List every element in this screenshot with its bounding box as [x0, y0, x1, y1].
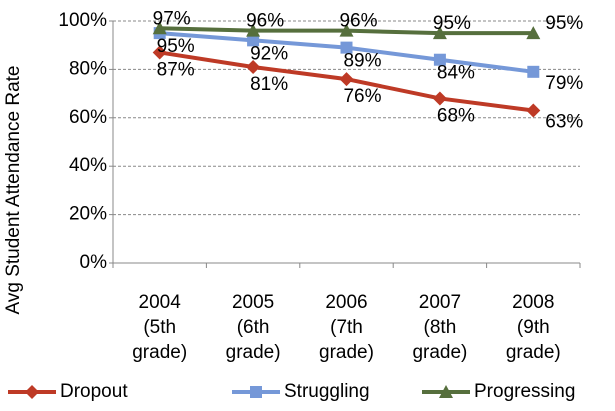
marker: [433, 53, 446, 66]
marker: [527, 65, 540, 78]
x-tick-label-line: grade): [412, 342, 467, 363]
y-tick-label: 80%: [69, 58, 107, 79]
x-tick-label: 2008 (9th grade): [506, 292, 561, 363]
marker: [339, 23, 354, 37]
marker: [246, 59, 261, 74]
data-label: 95%: [157, 36, 195, 57]
x-tick-label: 2004 (5th grade): [132, 292, 187, 363]
x-tick-label: 2007 (8th grade): [412, 292, 467, 363]
y-tick-label: 40%: [69, 155, 107, 176]
x-tick-label-line: 2008: [512, 292, 554, 313]
x-tick-label-line: (8th: [424, 317, 457, 338]
x-tick-label-line: 2005: [232, 292, 274, 313]
marker: [246, 23, 261, 37]
x-tick-label-line: (7th: [330, 317, 363, 338]
marker: [432, 26, 447, 40]
data-label: 96%: [246, 11, 284, 32]
marker: [250, 386, 262, 398]
x-tick-label-line: 2006: [325, 292, 367, 313]
y-tick-label: 60%: [69, 107, 107, 128]
x-tick-label-line: grade): [226, 342, 281, 363]
y-axis-label: Avg Student Attendance Rate: [3, 66, 24, 315]
marker: [25, 385, 39, 399]
data-label: 87%: [157, 59, 195, 80]
marker: [152, 45, 167, 60]
y-tick-label: 0%: [80, 252, 108, 273]
data-label: 92%: [250, 43, 288, 64]
marker: [526, 103, 541, 118]
data-label: 63%: [545, 112, 583, 133]
data-label: 96%: [339, 11, 377, 32]
x-tick-label-line: (6th: [237, 317, 270, 338]
legend-label: Progressing: [474, 381, 575, 402]
data-label: 95%: [433, 13, 471, 34]
x-tick-label-line: (5th: [143, 317, 176, 338]
x-tick-label: 2005 (6th grade): [226, 292, 281, 363]
data-label: 84%: [437, 63, 475, 84]
x-tick-label-line: 2004: [139, 292, 182, 313]
y-tick-label: 20%: [69, 204, 107, 225]
legend-label: Struggling: [284, 381, 370, 402]
marker: [432, 91, 447, 106]
x-tick-label-line: grade): [132, 342, 187, 363]
marker: [439, 385, 453, 398]
marker: [526, 26, 541, 40]
data-label: 68%: [437, 105, 475, 126]
x-tick-label-line: grade): [319, 342, 374, 363]
data-label: 89%: [343, 51, 381, 72]
marker: [340, 41, 353, 54]
marker: [152, 21, 167, 35]
data-label: 81%: [250, 74, 288, 95]
data-label: 95%: [545, 13, 583, 34]
data-label: 79%: [545, 73, 583, 94]
legend-label: Dropout: [60, 381, 128, 402]
x-tick-label-line: grade): [506, 342, 561, 363]
x-tick-label-line: (9th: [517, 317, 550, 338]
data-label: 97%: [153, 8, 191, 29]
x-tick-label: 2006 (7th grade): [319, 292, 374, 363]
marker: [247, 34, 260, 47]
y-tick-label: 100%: [58, 10, 107, 31]
marker: [339, 72, 354, 87]
x-tick-label-line: 2007: [419, 292, 461, 313]
data-label: 76%: [343, 86, 381, 107]
